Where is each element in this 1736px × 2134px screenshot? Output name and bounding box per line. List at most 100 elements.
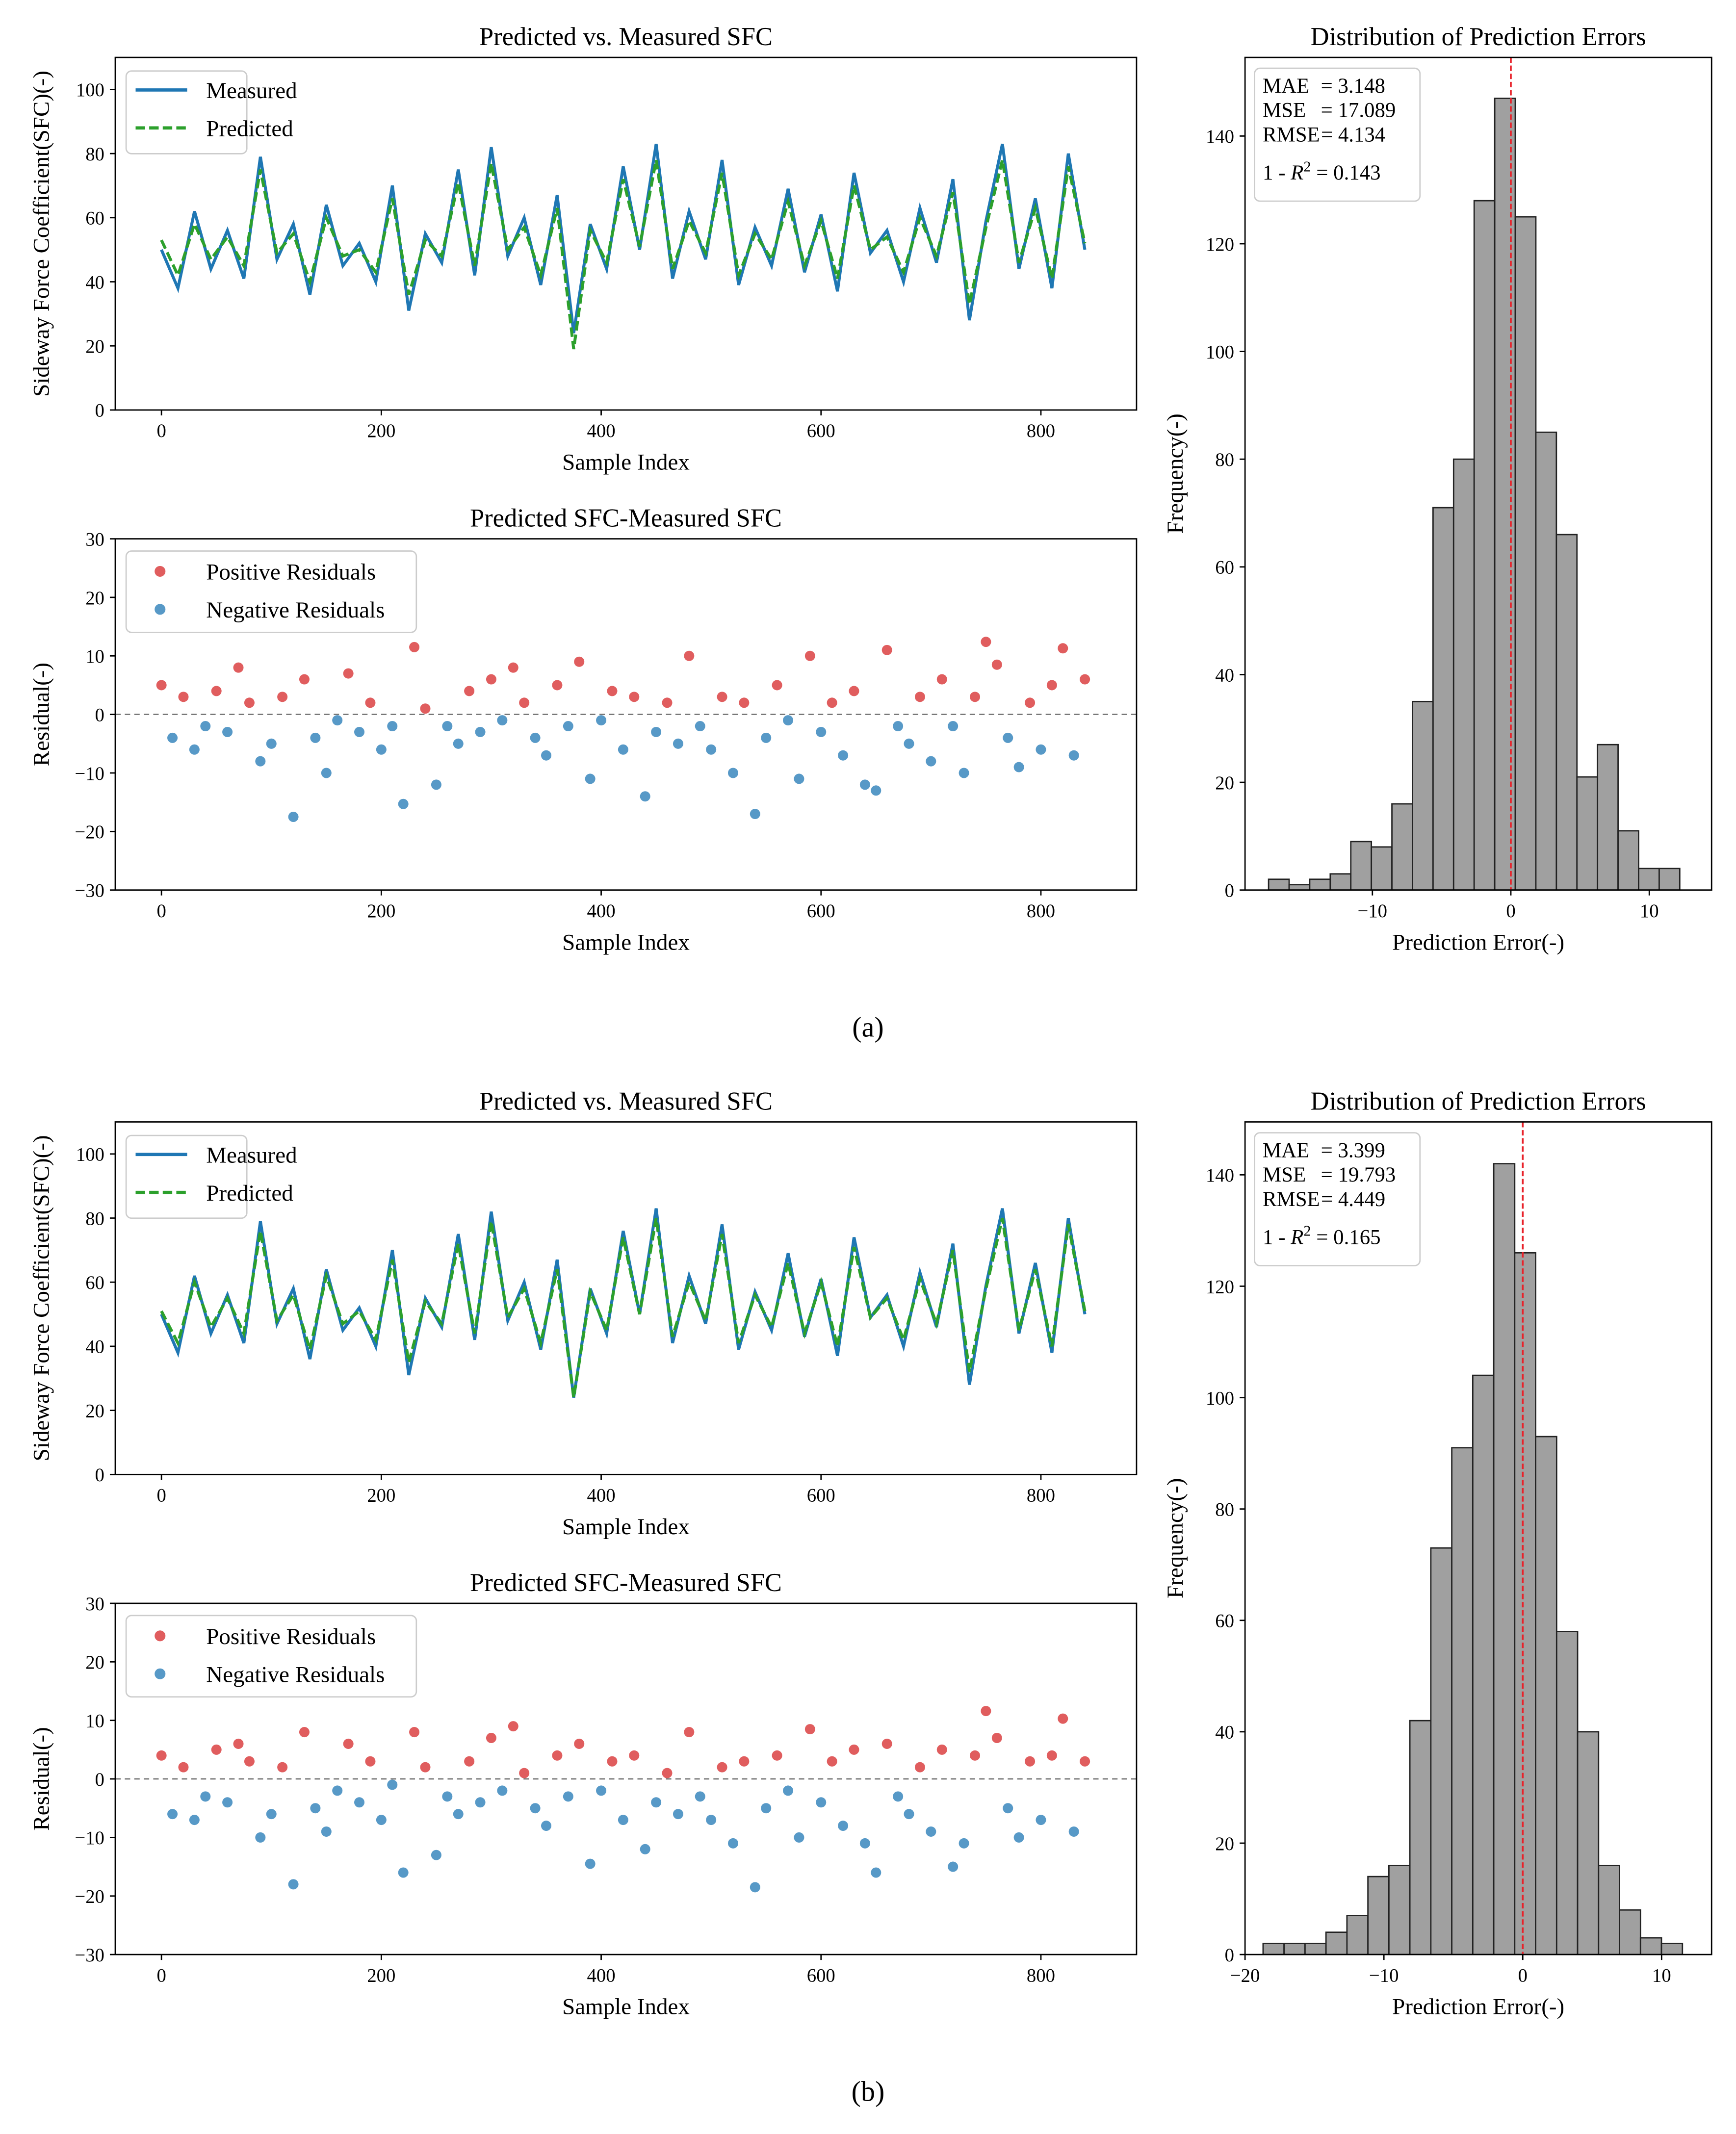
metric-value: 4.134 bbox=[1338, 123, 1385, 146]
positive-residual-point bbox=[717, 692, 727, 702]
negative-residual-point bbox=[497, 715, 508, 726]
axes-frame bbox=[114, 56, 1138, 411]
chart-title: Predicted SFC-Measured SFC bbox=[470, 504, 782, 533]
series-line-measured bbox=[160, 1208, 1087, 1398]
x-tick-label: 400 bbox=[587, 1486, 616, 1506]
negative-residual-point bbox=[948, 1861, 959, 1872]
positive-residual-point bbox=[574, 656, 585, 667]
histogram-bar bbox=[1432, 507, 1454, 890]
negative-residual-point bbox=[859, 1838, 870, 1849]
metric-2: RMSE = 4.449 bbox=[1263, 1188, 1385, 1211]
negative-residual-point bbox=[431, 779, 441, 790]
chart-title: Predicted vs. Measured SFC bbox=[479, 23, 773, 51]
positive-residual-point bbox=[178, 1762, 189, 1773]
negative-residual-point bbox=[727, 1838, 738, 1849]
y-tick-label: −10 bbox=[75, 1828, 104, 1849]
metric-0: MAE = 3.148 bbox=[1263, 75, 1385, 98]
positive-residual-point bbox=[607, 1756, 618, 1767]
negative-residual-point bbox=[706, 744, 717, 755]
negative-residual-point bbox=[640, 1844, 650, 1854]
y-axis-label: Frequency(-) bbox=[1163, 413, 1188, 534]
positive-residual-point bbox=[486, 674, 496, 685]
negative-residual-point bbox=[189, 744, 200, 755]
x-tick-label: 10 bbox=[1640, 901, 1659, 922]
histogram-bar bbox=[1412, 700, 1434, 890]
x-tick-label: 400 bbox=[587, 1965, 616, 1986]
negative-residual-point bbox=[871, 1867, 881, 1878]
x-axis-label: Sample Index bbox=[562, 450, 690, 475]
positive-residual-point bbox=[772, 680, 782, 691]
legend: Measured Predicted bbox=[125, 70, 297, 154]
y-tick-label: 10 bbox=[85, 1711, 104, 1732]
positive-residual-point bbox=[343, 1738, 354, 1749]
positive-residual-point bbox=[827, 697, 837, 708]
metric-equals: = bbox=[1316, 75, 1338, 98]
positive-residual-point bbox=[1025, 1756, 1036, 1767]
metric-label: RMSE bbox=[1263, 123, 1320, 146]
negative-residual-point bbox=[200, 721, 211, 732]
x-axis-label: Prediction Error(-) bbox=[1392, 929, 1564, 955]
y-tick-label: 30 bbox=[85, 529, 104, 550]
negative-residual-point bbox=[266, 1809, 277, 1820]
legend-marker bbox=[155, 566, 166, 577]
negative-residual-point bbox=[332, 715, 343, 726]
negative-residual-point bbox=[1003, 1803, 1013, 1814]
legend-box bbox=[125, 1134, 248, 1219]
x-tick-label: 800 bbox=[1027, 1486, 1055, 1506]
metric-label: RMSE bbox=[1263, 1188, 1320, 1211]
positive-residual-point bbox=[508, 1721, 518, 1732]
positive-residual-point bbox=[277, 692, 288, 702]
negative-residual-point bbox=[673, 1809, 683, 1820]
negative-residual-point bbox=[893, 721, 904, 732]
negative-residual-point bbox=[310, 732, 321, 743]
metric-label-sup: 2 bbox=[1303, 1223, 1311, 1239]
x-tick-label: 600 bbox=[807, 1965, 835, 1986]
negative-residual-point bbox=[695, 1791, 705, 1802]
y-tick-label: 100 bbox=[1206, 342, 1234, 362]
positive-residual-point bbox=[1058, 643, 1068, 654]
metric-label: 1 - bbox=[1263, 161, 1291, 184]
histogram-bar bbox=[1493, 1163, 1516, 1955]
x-tick-label: 0 bbox=[156, 1965, 166, 1986]
x-tick-label: 600 bbox=[807, 901, 835, 922]
negative-residual-point bbox=[563, 1791, 573, 1802]
x-axis-label: Prediction Error(-) bbox=[1392, 1994, 1564, 2020]
x-axis-label: Sample Index bbox=[562, 929, 690, 955]
x-tick-label: 800 bbox=[1027, 901, 1055, 922]
positive-residual-point bbox=[156, 1750, 167, 1761]
x-tick-label: 0 bbox=[156, 1486, 166, 1506]
metrics-box-frame bbox=[1254, 67, 1421, 202]
y-tick-label: 100 bbox=[76, 1145, 104, 1165]
scatter-chart-4: 0 200 400 600 800 −30 −20 −10 0 10 20 30 Predicted S… bbox=[29, 1568, 1138, 2020]
negative-residual-point bbox=[673, 738, 683, 749]
x-tick-label: 800 bbox=[1027, 421, 1055, 441]
y-tick-label: 20 bbox=[85, 588, 104, 609]
negative-residual-point bbox=[596, 715, 607, 726]
positive-residual-point bbox=[1080, 1756, 1090, 1767]
positive-residual-point bbox=[1080, 674, 1090, 685]
negative-residual-point bbox=[1013, 762, 1024, 772]
positive-residual-point bbox=[881, 644, 892, 655]
negative-residual-point bbox=[838, 1821, 849, 1831]
positive-residual-point bbox=[343, 668, 354, 679]
histogram-bar bbox=[1472, 1374, 1495, 1955]
histogram-bar bbox=[1329, 873, 1352, 890]
plot-area bbox=[1268, 57, 1681, 890]
x-tick-label: 600 bbox=[807, 1486, 835, 1506]
positive-residual-point bbox=[1025, 697, 1036, 708]
metric-3: 1 - R2 = 0.143 bbox=[1263, 158, 1380, 184]
axes-frame bbox=[1244, 1121, 1712, 1955]
histogram-bar bbox=[1409, 1720, 1432, 1955]
negative-residual-point bbox=[475, 1797, 486, 1808]
negative-residual-point bbox=[541, 1821, 552, 1831]
positive-residual-point bbox=[233, 662, 244, 673]
negative-residual-point bbox=[651, 1797, 662, 1808]
negative-residual-point bbox=[167, 732, 178, 743]
legend-label: Positive Residuals bbox=[206, 1624, 376, 1649]
histogram-bar bbox=[1288, 884, 1311, 890]
negative-residual-point bbox=[859, 779, 870, 790]
axes-frame bbox=[1244, 56, 1712, 891]
x-tick-label: 200 bbox=[367, 1486, 395, 1506]
legend-marker bbox=[155, 1668, 166, 1679]
